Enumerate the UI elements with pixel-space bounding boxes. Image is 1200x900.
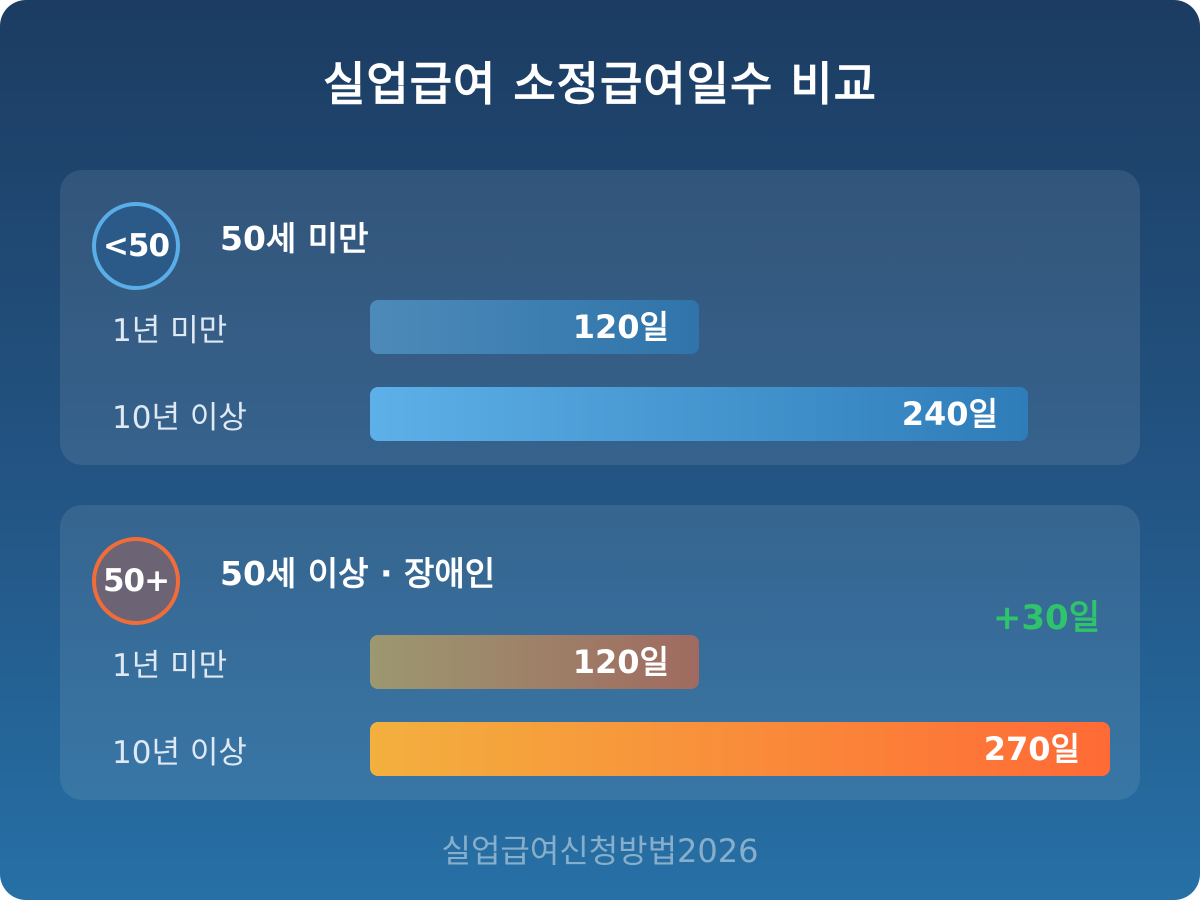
group-panel-under-50: <50 50세 미만 1년 미만 120일 10년 이상 240일 <box>60 170 1140 465</box>
category-label-under-1-year: 1년 미만 <box>112 313 228 349</box>
page-title: 실업급여 소정급여일수 비교 <box>323 57 877 111</box>
group-label-under-50: 50세 미만 <box>220 219 369 258</box>
category-label-under-1-year: 1년 미만 <box>112 648 228 684</box>
source-watermark: 실업급여신청방법2026 <box>441 832 759 870</box>
group-panel-50-plus: 50+ 50세 이상 · 장애인 +30일 1년 미만 120일 10년 이상 … <box>60 505 1140 800</box>
category-label-10-years-plus: 10년 이상 <box>112 735 247 771</box>
bar-under-50-under-1-year: 120일 <box>370 300 699 354</box>
bar-50-plus-under-1-year: 120일 <box>370 635 699 689</box>
age-badge-under-50: <50 <box>92 202 180 290</box>
bar-under-50-10-years-plus: 240일 <box>370 387 1028 441</box>
age-badge-50-plus: 50+ <box>92 537 180 625</box>
bar-value-label: 120일 <box>572 308 669 346</box>
bar-value-label: 120일 <box>572 643 669 681</box>
bar-50-plus-10-years-plus: 270일 <box>370 722 1110 776</box>
bar-value-label: 270일 <box>983 730 1080 768</box>
group-label-50-plus: 50세 이상 · 장애인 <box>220 554 496 593</box>
category-label-10-years-plus: 10년 이상 <box>112 400 247 436</box>
bonus-days-annotation: +30일 <box>992 598 1100 638</box>
bar-value-label: 240일 <box>901 395 998 433</box>
